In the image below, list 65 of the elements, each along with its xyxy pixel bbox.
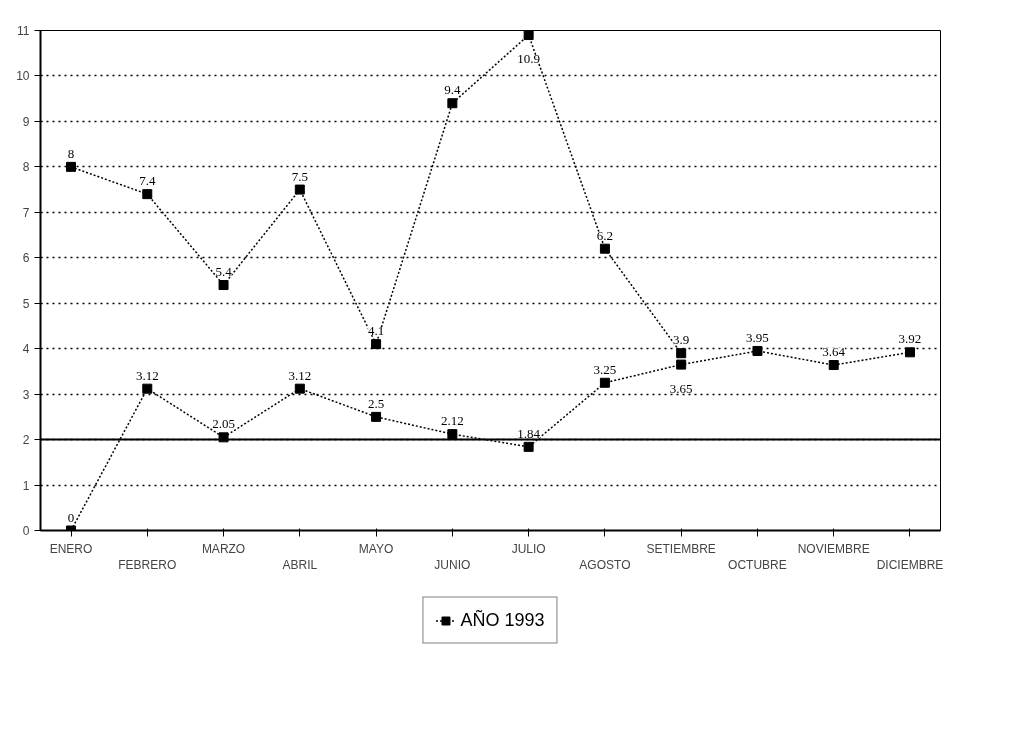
data-label: 3.64: [822, 344, 846, 360]
point: [142, 189, 153, 200]
point: [828, 360, 839, 371]
y-tick-label: 0: [22, 524, 30, 538]
data-label: 2.05: [212, 416, 235, 432]
x-tick-label: JULIO: [511, 541, 546, 556]
x-tick-label: MARZO: [201, 541, 246, 556]
data-label: 5.4: [215, 264, 233, 280]
y-tick-label: 6: [22, 251, 30, 266]
point: [599, 377, 610, 388]
x-tick-label: AGOSTO: [579, 558, 631, 573]
data-label: 6.2: [596, 227, 614, 243]
y-tick-label: 5: [22, 296, 30, 311]
point: [599, 243, 610, 254]
data-label: 8: [67, 145, 75, 161]
data-label: 9.4: [444, 82, 461, 98]
data-label: 2.12: [440, 413, 464, 429]
x-tick-label: OCTUBRE: [728, 558, 787, 573]
data-label: 3.9: [673, 332, 690, 348]
x-tick-label: NOVIEMBRE: [797, 541, 870, 556]
data-label: 10.9: [517, 51, 541, 67]
point: [66, 161, 77, 172]
data-label: 0: [67, 509, 75, 525]
legend-label: AÑO 1993: [460, 609, 545, 631]
data-label: 7.4: [139, 173, 156, 189]
point: [752, 345, 763, 356]
data-label: 3.92: [898, 331, 922, 347]
y-tick-label: 11: [17, 24, 30, 38]
x-tick-label: SETIEMBRE: [646, 541, 716, 556]
point: [904, 347, 915, 358]
x-tick-label: DICIEMBRE: [876, 558, 944, 573]
y-tick-label: 10: [16, 69, 30, 84]
point: [218, 280, 229, 291]
data-label: 4.1: [367, 323, 385, 339]
y-tick-label: 9: [22, 114, 30, 129]
y-tick-label: 8: [22, 160, 30, 175]
point: [371, 339, 382, 350]
x-tick-label: ABRIL: [282, 558, 318, 573]
data-label: 3.95: [746, 329, 769, 345]
point: [523, 441, 534, 452]
y-tick-label: 4: [22, 342, 30, 357]
point: [294, 184, 305, 195]
data-label: 3.12: [135, 367, 159, 383]
point: [447, 429, 458, 440]
y-tick-label: 3: [22, 387, 30, 402]
data-label: 3.65: [669, 380, 693, 396]
x-tick-label: ENERO: [49, 541, 93, 556]
y-tick-label: 2: [22, 433, 30, 448]
x-tick-label: JUNIO: [434, 558, 471, 573]
data-label: 3.25: [593, 361, 617, 377]
point: [142, 383, 153, 394]
data-label: 7.5: [291, 168, 308, 184]
y-tick-label: 7: [22, 205, 30, 220]
y-tick-label: 1: [22, 478, 30, 493]
x-tick-label: MAYO: [358, 541, 394, 556]
point: [676, 348, 687, 359]
point: [294, 383, 305, 394]
x-tick-label: FEBRERO: [118, 558, 177, 573]
data-label: 3.12: [288, 367, 312, 383]
data-label: 2.5: [367, 395, 385, 411]
point: [676, 359, 687, 370]
point: [447, 98, 458, 109]
data-label: 1.84: [517, 425, 541, 441]
point: [371, 411, 382, 422]
point: [523, 30, 534, 41]
